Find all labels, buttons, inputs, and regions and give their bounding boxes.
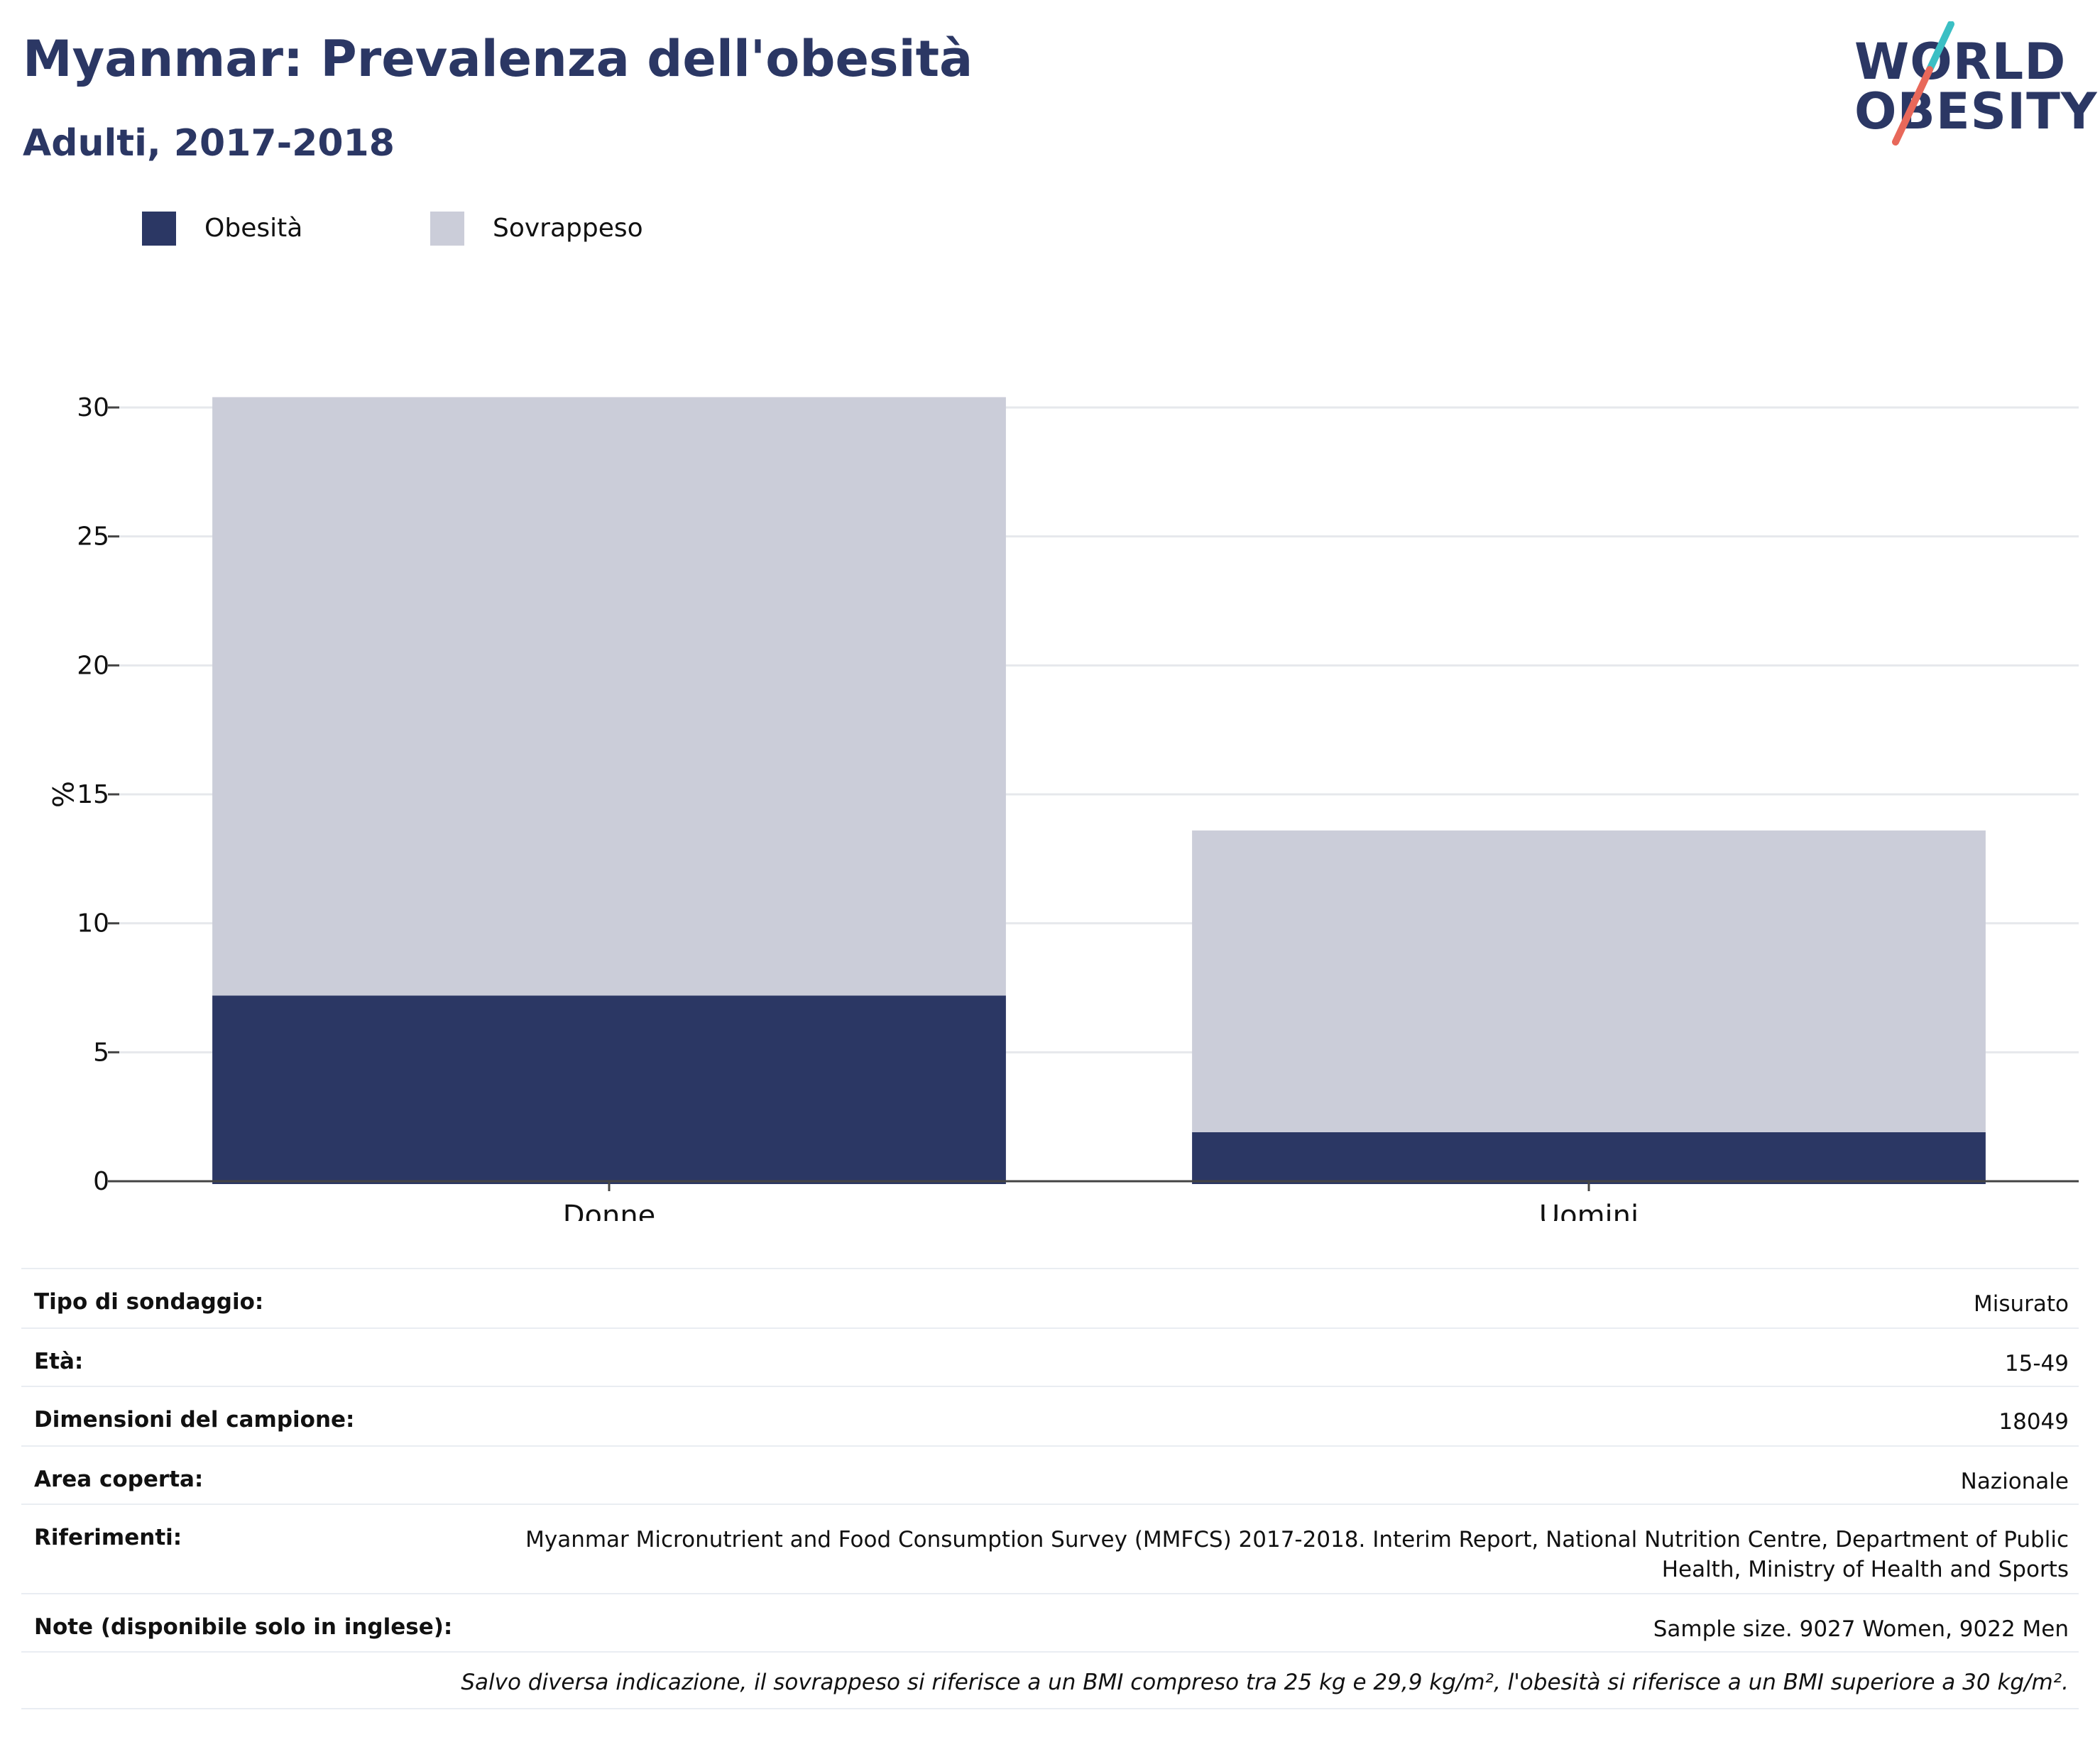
info-label: Dimensioni del campione: (34, 1407, 355, 1433)
info-value: Nazionale (1960, 1469, 2069, 1494)
x-tick-label: Uomini (1539, 1200, 1639, 1221)
bar-obesita-donne (212, 995, 1006, 1184)
info-value: Sample size. 9027 Women, 9022 Men (1653, 1616, 2069, 1642)
info-row-tipo-sondaggio: Tipo di sondaggio: Misurato (21, 1268, 2079, 1327)
legend-swatch-obesita (142, 212, 176, 246)
logo-slash-icon (1892, 21, 1954, 146)
legend-swatch-sovrappeso (430, 212, 464, 246)
legend-label-obesita: Obesità (204, 214, 303, 243)
y-tick-label: 25 (77, 522, 109, 552)
world-obesity-logo: WORLD OBESITY (1846, 21, 2097, 149)
bar-obesita-uomini (1192, 1132, 1986, 1184)
info-label: Tipo di sondaggio: (34, 1289, 264, 1315)
chart-subtitle: Adulti, 2017-2018 (23, 122, 395, 165)
info-row-note: Note (disponibile solo in inglese): Samp… (21, 1593, 2079, 1651)
logo-text-world: WORLD (1854, 33, 2067, 91)
info-label: Riferimenti: (34, 1525, 182, 1550)
x-tick-label: Donne (563, 1200, 656, 1221)
info-value: 18049 (1998, 1409, 2069, 1435)
y-tick-label: 10 (77, 909, 109, 938)
info-value: Myanmar Micronutrient and Food Consumpti… (525, 1527, 2069, 1582)
y-tick-label: 5 (93, 1038, 109, 1067)
bmi-footnote-text: Salvo diversa indicazione, il sovrappeso… (461, 1670, 2069, 1695)
survey-info-table: Tipo di sondaggio: Misurato Età: 15-49 D… (21, 1268, 2079, 1709)
info-row-eta: Età: 15-49 (21, 1327, 2079, 1386)
y-axis-ticks: 0 5 10 15 20 25 30 (77, 393, 119, 1196)
info-label: Note (disponibile solo in inglese): (34, 1614, 453, 1640)
bar-sovrappeso-uomini (1192, 830, 1986, 1132)
info-value: 15-49 (2004, 1351, 2069, 1376)
bmi-footnote: Salvo diversa indicazione, il sovrappeso… (21, 1651, 2079, 1709)
y-tick-label: 30 (77, 393, 109, 422)
chart-title: Myanmar: Prevalenza dell'obesità (23, 30, 973, 88)
y-tick-label: 15 (77, 780, 109, 809)
logo-text-obesity: OBESITY (1854, 82, 2098, 141)
info-row-riferimenti: Riferimenti: Myanmar Micronutrient and F… (21, 1504, 2079, 1593)
info-label: Età: (34, 1349, 84, 1374)
y-tick-label: 20 (77, 651, 109, 680)
bar-sovrappeso-donne (212, 397, 1006, 996)
info-value: Misurato (1973, 1291, 2069, 1317)
info-row-dimensioni-campione: Dimensioni del campione: 18049 (21, 1386, 2079, 1445)
info-row-area-coperta: Area coperta: Nazionale (21, 1445, 2079, 1504)
legend-label-sovrappeso: Sovrappeso (493, 214, 643, 243)
stacked-bar-chart: 0 5 10 15 20 25 30 Donne Uomini % (45, 393, 2079, 1221)
y-tick-label: 0 (93, 1167, 109, 1196)
y-axis-label: % (45, 781, 78, 808)
bars (212, 397, 1986, 1184)
info-label: Area coperta: (34, 1467, 204, 1492)
x-axis-ticks: Donne Uomini (563, 1181, 1639, 1221)
